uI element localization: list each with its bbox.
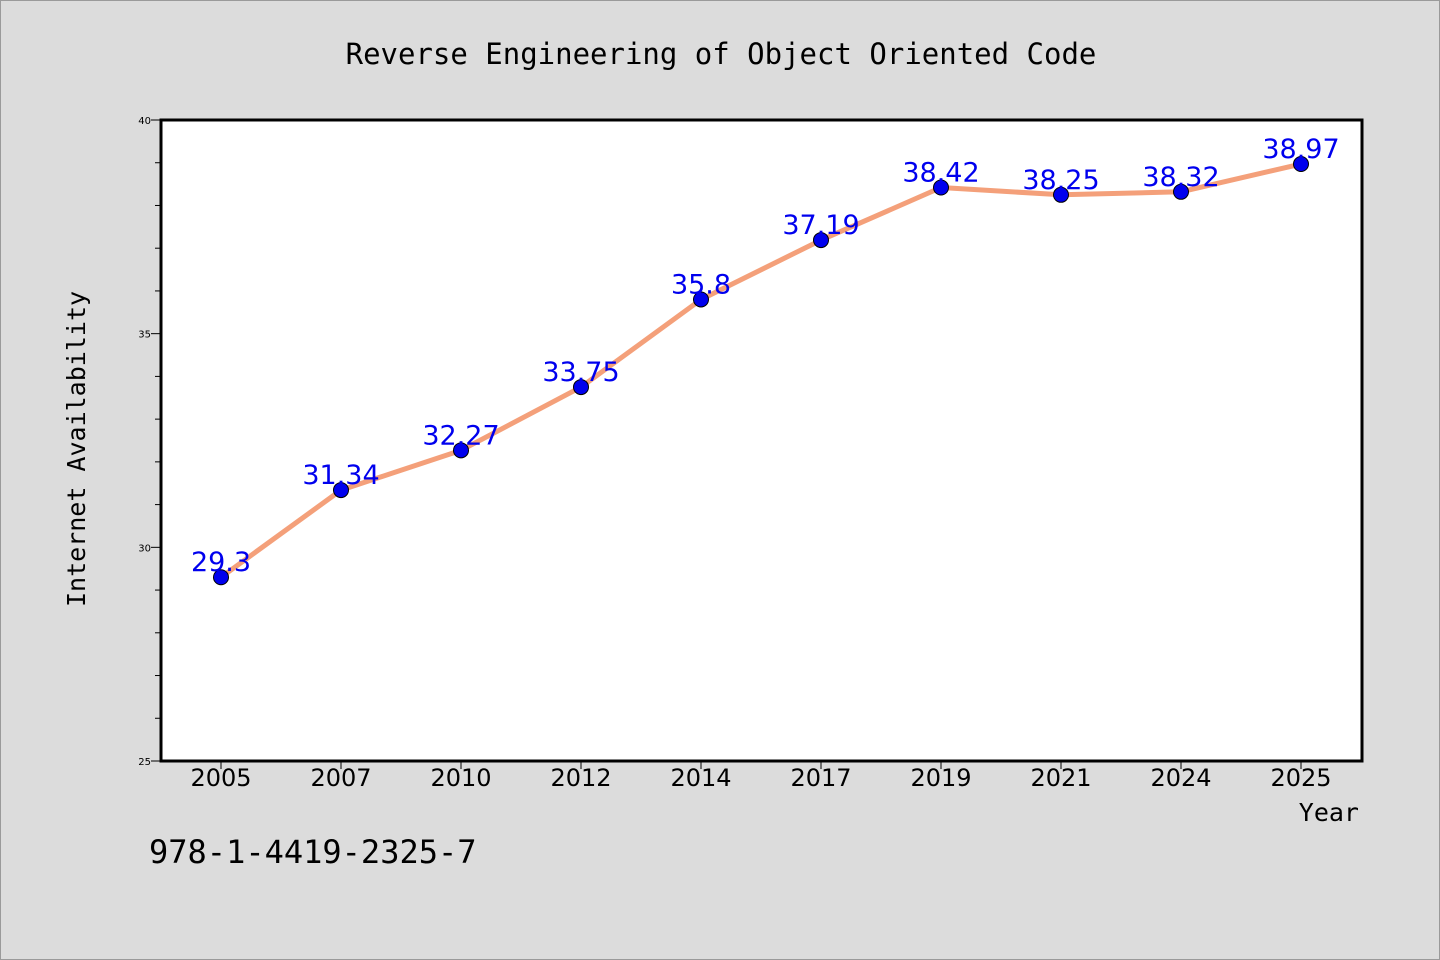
data-label: 37.19 bbox=[782, 210, 859, 241]
x-tick-label: 2012 bbox=[550, 764, 611, 792]
x-tick-label: 2005 bbox=[190, 764, 251, 792]
y-axis-label: Internet Availability bbox=[62, 291, 91, 607]
data-label: 38.42 bbox=[902, 158, 979, 189]
x-tick-label: 2014 bbox=[670, 764, 731, 792]
plot-area bbox=[159, 118, 1364, 763]
y-tick-label: 25 bbox=[138, 757, 151, 768]
data-point bbox=[453, 442, 469, 459]
x-tick-label: 2019 bbox=[910, 764, 971, 792]
data-label: 33.75 bbox=[542, 357, 619, 388]
x-axis-label: Year bbox=[1299, 798, 1359, 827]
y-axis: 25 30 35 40 bbox=[138, 116, 161, 768]
x-tick-label: 2007 bbox=[310, 764, 371, 792]
data-label: 38.97 bbox=[1262, 134, 1339, 165]
data-point bbox=[693, 291, 709, 308]
data-point bbox=[1053, 186, 1069, 203]
data-label: 38.25 bbox=[1022, 165, 1099, 196]
data-point bbox=[573, 379, 589, 396]
data-point bbox=[813, 232, 829, 249]
data-label: 29.3 bbox=[191, 547, 251, 578]
series-layer: 29.3 31.34 32.27 33.75 35.8 37.19 38.42 38.25 38… bbox=[191, 134, 1340, 586]
series-line bbox=[218, 161, 1304, 580]
x-tick-label: 2021 bbox=[1030, 764, 1091, 792]
data-point bbox=[1293, 156, 1309, 173]
data-point bbox=[1173, 183, 1189, 200]
x-tick-label: 2024 bbox=[1150, 764, 1211, 792]
data-label: 35.8 bbox=[671, 269, 731, 300]
data-label: 32.27 bbox=[422, 420, 499, 451]
data-point bbox=[333, 482, 349, 499]
y-tick-label: 35 bbox=[138, 330, 151, 341]
x-tick-label: 2010 bbox=[430, 764, 491, 792]
x-tick-label: 2017 bbox=[790, 764, 851, 792]
x-axis: 2005 2007 2010 2012 2014 2017 2019 2021 2024 2025 bbox=[190, 761, 1332, 792]
y-tick-label: 40 bbox=[138, 116, 151, 127]
chart-title: Reverse Engineering of Object Oriented C… bbox=[346, 37, 1097, 71]
isbn-footnote: 978-1-4419-2325-7 bbox=[149, 833, 477, 871]
data-point bbox=[213, 569, 229, 586]
x-tick-label: 2025 bbox=[1270, 764, 1331, 792]
data-label: 38.32 bbox=[1142, 162, 1219, 193]
y-tick-label: 30 bbox=[138, 543, 151, 554]
data-point bbox=[933, 179, 949, 196]
data-label: 31.34 bbox=[302, 460, 379, 491]
